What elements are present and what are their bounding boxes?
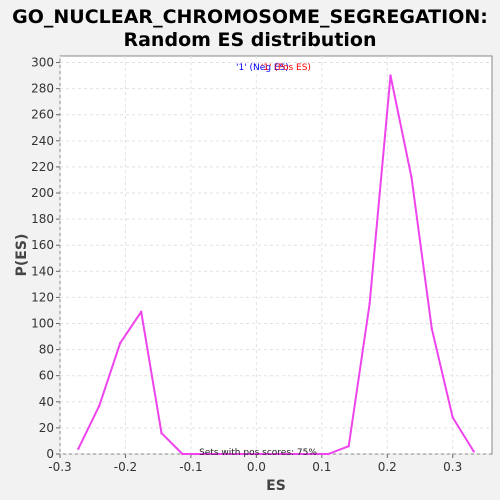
x-tick-label: 0.1	[312, 460, 331, 474]
data-point	[223, 452, 226, 456]
points-layer	[77, 74, 475, 456]
data-point	[244, 452, 247, 456]
y-tick-label: 260	[31, 108, 54, 122]
y-tick-label: 100	[31, 317, 54, 331]
data-point	[119, 341, 122, 345]
x-tick-label: 0.2	[378, 460, 397, 474]
y-tick-label: 140	[31, 264, 54, 278]
data-point	[368, 302, 371, 306]
series-layer	[77, 74, 475, 455]
pos-scores-annotation: Sets with pos scores: 75%	[199, 448, 317, 458]
x-tick-label: -0.3	[48, 460, 71, 474]
grid	[59, 56, 492, 455]
data-point	[285, 452, 288, 456]
data-point	[306, 452, 309, 456]
data-point	[139, 310, 143, 313]
y-tick-label: 20	[39, 421, 54, 435]
data-point	[410, 176, 413, 179]
y-tick-label: 0	[46, 447, 54, 461]
x-tick-label: -0.1	[179, 460, 202, 474]
y-tick-label: 160	[31, 238, 54, 252]
data-point	[472, 450, 475, 453]
y-tick-label: 80	[39, 343, 54, 357]
data-point	[327, 452, 330, 456]
x-tick-label: -0.2	[114, 460, 137, 474]
data-point	[451, 416, 454, 419]
y-tick-label: 220	[31, 160, 54, 174]
y-tick-label: 40	[39, 395, 54, 409]
x-tick-label: 0.0	[247, 460, 266, 474]
data-point	[389, 74, 392, 77]
data-point	[347, 444, 350, 448]
data-point	[202, 452, 205, 456]
y-tick-label: 60	[39, 369, 54, 383]
plot-area	[59, 55, 493, 455]
x-tick-label: 0.3	[443, 460, 462, 474]
data-point	[181, 452, 184, 456]
data-point	[264, 452, 267, 456]
series-line	[77, 74, 475, 455]
y-tick-label: 300	[31, 56, 54, 70]
chart-subtitle: Random ES distribution	[123, 29, 376, 51]
y-tick-label: 280	[31, 82, 54, 96]
x-axis-label: ES	[266, 478, 286, 494]
data-point	[430, 327, 433, 330]
y-tick-label: 180	[31, 212, 54, 226]
data-point	[98, 404, 101, 407]
chart-title: GO_NUCLEAR_CHROMOSOME_SEGREGATION:	[12, 6, 488, 28]
x-axis-ticks: -0.3 -0.2 -0.1 0.0 0.1 0.2 0.3	[48, 454, 462, 474]
y-axis-ticks: 0 20 40 60 80 100 120 140 160 180 200 220 240 260 280 3…	[31, 56, 60, 461]
y-axis-label: P(ES)	[14, 234, 30, 277]
y-tick-label: 200	[31, 186, 54, 200]
data-point	[77, 447, 80, 450]
y-tick-label: 120	[31, 290, 54, 304]
y-tick-label: 240	[31, 134, 54, 148]
legend: '1' (Neg ES)'1' (Pos ES)	[236, 63, 311, 73]
legend-entry-pos: '1' (Pos ES)	[261, 63, 311, 73]
data-point	[160, 431, 163, 435]
legend-entry-neg: '1' (Neg ES)	[236, 63, 289, 73]
